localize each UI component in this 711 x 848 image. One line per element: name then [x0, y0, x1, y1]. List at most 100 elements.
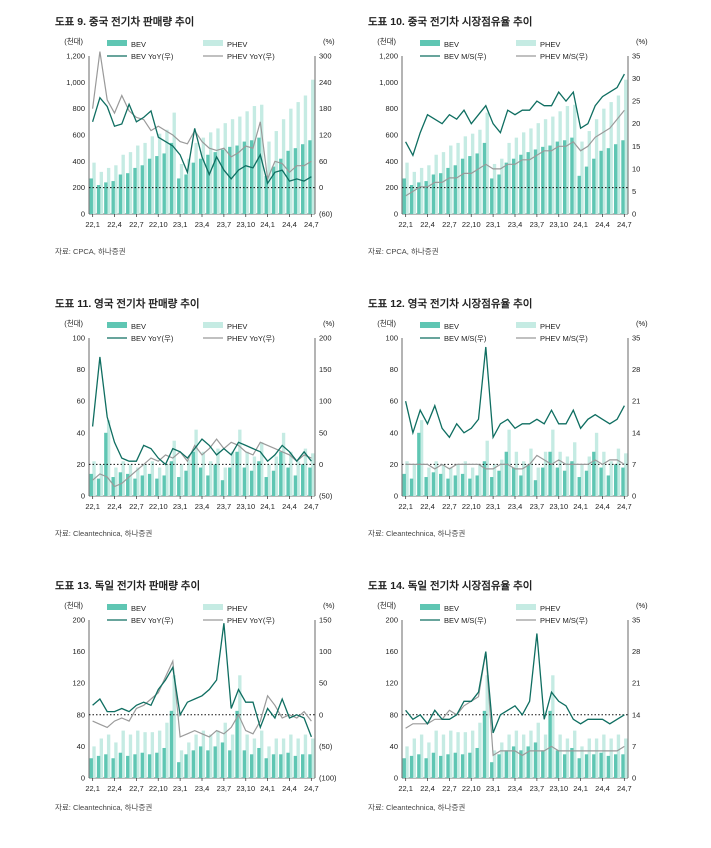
- right-tick-label: 50: [319, 679, 327, 688]
- bar-phev: [303, 734, 308, 778]
- bar-bev: [184, 174, 188, 214]
- bar-phev: [223, 467, 227, 496]
- left-tick-label: 40: [390, 742, 398, 751]
- bar-bev: [169, 461, 174, 496]
- bar-phev: [536, 467, 540, 496]
- right-tick-label: 60: [319, 157, 327, 166]
- bar-phev: [150, 732, 155, 778]
- bar-bev: [519, 750, 523, 778]
- x-tick-label: 22,4: [420, 220, 435, 229]
- bar-phev: [179, 163, 184, 214]
- x-tick-label: 23,7: [530, 502, 545, 511]
- x-tick-label: 23,1: [486, 784, 501, 793]
- left-axis-unit: (천대): [64, 600, 83, 610]
- bar-phev: [267, 464, 271, 496]
- left-tick-label: 40: [77, 428, 85, 437]
- bar-bev: [213, 746, 217, 778]
- bar-phev: [201, 137, 206, 214]
- chart-panel-3: 도표 12. 영국 전기차 시장점유율 추이 (천대) (%) BEV PHEV BEV…: [368, 296, 708, 566]
- bar-bev: [111, 477, 115, 496]
- left-tick-label: 80: [77, 365, 85, 374]
- bar-bev: [431, 174, 436, 214]
- bar-bev: [504, 451, 509, 496]
- bar-phev: [405, 461, 409, 496]
- bar-phev: [434, 461, 438, 496]
- bar-bev: [511, 467, 516, 496]
- legend-label: PHEV: [540, 604, 560, 613]
- bar-bev: [220, 480, 225, 496]
- legend-swatch: [107, 40, 127, 46]
- line-bev-right: [91, 356, 312, 466]
- right-tick-label: 20: [632, 119, 640, 128]
- bar-bev: [96, 185, 101, 214]
- bar-phev: [296, 102, 300, 214]
- legend-label: PHEV YoY(우): [227, 52, 275, 61]
- bar-bev: [599, 150, 603, 214]
- left-tick-label: 600: [72, 131, 85, 140]
- bar-phev: [485, 112, 489, 214]
- bar-bev: [453, 752, 457, 778]
- bar-bev: [249, 140, 254, 214]
- bar-phev: [172, 440, 176, 496]
- right-tick-label: 7: [632, 742, 636, 751]
- x-tick-label: 22,1: [85, 502, 100, 511]
- bar-bev: [155, 156, 159, 214]
- bar-bev: [293, 475, 298, 496]
- bar-bev: [446, 167, 450, 214]
- bar-phev: [456, 732, 460, 778]
- bar-phev: [252, 738, 257, 778]
- bar-bev: [533, 149, 538, 214]
- bar-bev: [614, 464, 618, 496]
- left-tick-label: 80: [390, 365, 398, 374]
- chart-source: 자료: CPCA, 하나증권: [368, 247, 439, 256]
- bar-bev: [140, 752, 144, 778]
- chart-panel-0: 도표 9. 중국 전기차 판매량 추이 (천대) (%) BEV PHEV BEV Yo…: [55, 14, 395, 284]
- right-tick-label: 15: [632, 142, 640, 151]
- bar-bev: [301, 144, 305, 214]
- bar-bev: [599, 752, 603, 778]
- bar-bev: [555, 467, 560, 496]
- left-tick-label: 160: [72, 647, 85, 656]
- right-tick-label: 240: [319, 78, 332, 87]
- bar-phev: [624, 453, 628, 496]
- bar-bev: [286, 752, 290, 778]
- bar-phev: [594, 738, 599, 778]
- legend-label: PHEV: [227, 322, 247, 331]
- legend-swatch: [516, 604, 536, 610]
- x-tick-label: 24,1: [260, 784, 275, 793]
- bar-bev: [570, 461, 574, 496]
- bar-phev: [208, 734, 213, 778]
- bar-phev: [165, 129, 169, 214]
- bar-bev: [417, 182, 421, 214]
- legend-label: PHEV YoY(우): [227, 334, 275, 343]
- bar-phev: [507, 142, 511, 214]
- bar-bev: [264, 175, 268, 214]
- chart-title: 도표 11. 영국 전기차 판매량 추이: [55, 298, 200, 310]
- x-tick-label: 24,1: [573, 220, 588, 229]
- x-tick-label: 24,7: [617, 220, 632, 229]
- bar-phev: [587, 131, 591, 214]
- bar-bev: [577, 175, 581, 214]
- bar-bev: [301, 464, 305, 496]
- legend-label: BEV M/S(우): [444, 334, 487, 343]
- bar-phev: [412, 464, 416, 496]
- bar-bev: [497, 174, 501, 214]
- x-tick-label: 22,7: [129, 784, 144, 793]
- bar-bev: [198, 746, 203, 778]
- bar-bev: [301, 754, 305, 778]
- bar-phev: [441, 734, 446, 778]
- bar-bev: [504, 162, 509, 214]
- bar-bev: [126, 173, 130, 214]
- bar-phev: [267, 141, 271, 214]
- bar-phev: [150, 136, 155, 214]
- left-tick-label: 1,000: [379, 78, 398, 87]
- bar-bev: [177, 762, 181, 778]
- legend-label: BEV YoY(우): [131, 334, 174, 343]
- bar-bev: [599, 467, 603, 496]
- chart-title: 도표 10. 중국 전기차 시장점유율 추이: [368, 16, 533, 28]
- bar-bev: [89, 473, 93, 496]
- right-tick-label: 35: [632, 616, 640, 625]
- x-tick-label: 24,4: [595, 784, 610, 793]
- right-tick-label: 150: [319, 616, 332, 625]
- bar-phev: [449, 145, 453, 214]
